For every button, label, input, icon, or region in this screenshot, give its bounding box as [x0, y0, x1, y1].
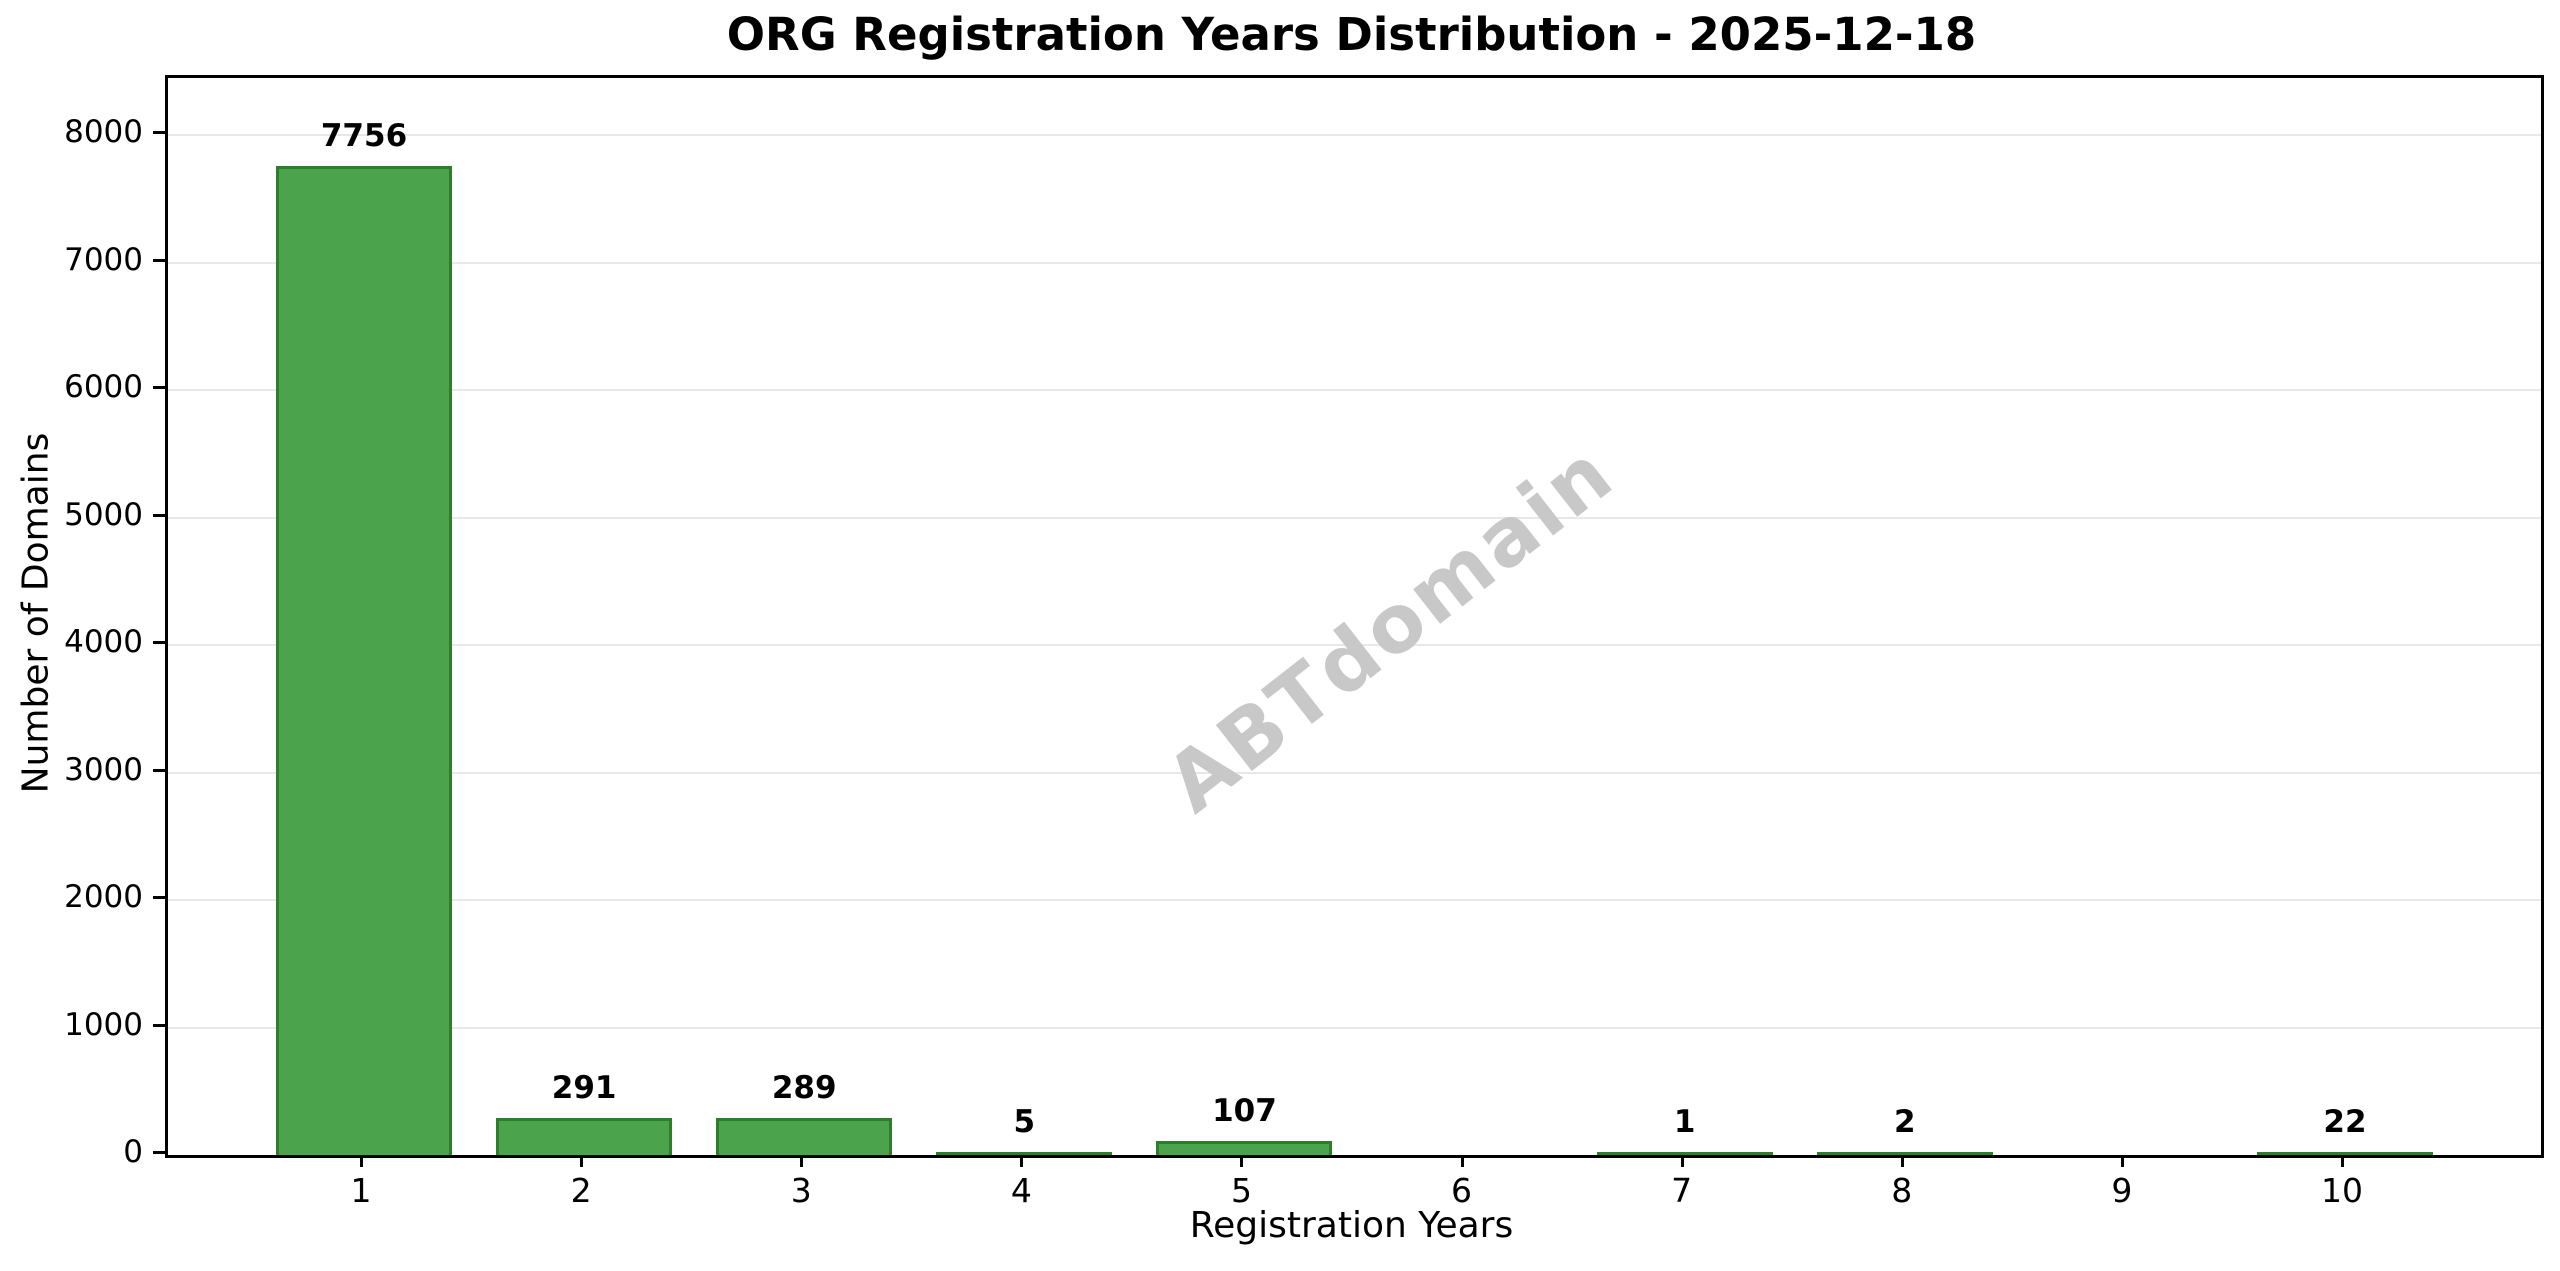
x-tick-mark [360, 1155, 363, 1167]
x-tick-label: 5 [1230, 1171, 1252, 1210]
bar-value-label: 289 [771, 1070, 837, 1106]
y-tick-label: 4000 [64, 624, 143, 661]
y-tick-label: 7000 [64, 241, 143, 278]
bar-value-label: 22 [2323, 1104, 2367, 1140]
y-tick-label: 0 [123, 1134, 143, 1170]
x-tick-mark [580, 1155, 584, 1167]
y-tick-label: 5000 [64, 496, 143, 533]
y-tick-mark [153, 896, 165, 900]
y-tick-mark [153, 1023, 165, 1027]
y-tick-label: 3000 [64, 751, 143, 788]
x-tick-label: 1 [350, 1171, 372, 1210]
bar [496, 1118, 673, 1155]
y-tick-label: 1000 [64, 1006, 143, 1043]
x-tick-mark [1900, 1155, 1904, 1167]
x-tick-mark [2341, 1155, 2344, 1167]
x-tick-label: 7 [1671, 1171, 1693, 1210]
x-tick-label: 2 [570, 1171, 592, 1210]
x-tick-mark [1680, 1155, 1684, 1167]
x-tick-mark [1240, 1155, 1244, 1167]
y-gridline [168, 516, 2541, 519]
y-axis-label: Number of Domains [15, 432, 57, 794]
bar-value-label: 7756 [320, 118, 408, 154]
x-tick-mark [1020, 1155, 1024, 1167]
bar [2257, 1152, 2433, 1155]
plot-area: 7756 291 289 5 107 1 2 22 [165, 75, 2544, 1158]
bar [936, 1152, 1113, 1155]
y-gridline [168, 389, 2541, 392]
bar [1156, 1141, 1333, 1155]
x-tick-label: 4 [1010, 1171, 1032, 1210]
x-tick-label: 9 [2111, 1171, 2133, 1210]
x-tick-mark [1460, 1155, 1464, 1167]
y-tick-mark [153, 513, 165, 517]
bar [276, 166, 452, 1155]
y-tick-mark [153, 768, 165, 772]
y-tick-mark [153, 386, 165, 390]
y-tick-mark [153, 1151, 165, 1154]
bar [1596, 1152, 1773, 1155]
y-tick-mark [153, 131, 165, 135]
bar [1816, 1152, 1993, 1155]
x-tick-label: 6 [1451, 1171, 1473, 1210]
bar [716, 1118, 893, 1155]
x-tick-label: 10 [2321, 1171, 2363, 1210]
bar-value-label: 291 [551, 1070, 617, 1106]
bar-value-label: 1 [1673, 1104, 1696, 1140]
y-gridline [168, 261, 2541, 264]
y-gridline [168, 134, 2541, 137]
bar-value-label: 2 [1893, 1104, 1916, 1140]
bar-value-label: 107 [1212, 1093, 1277, 1129]
x-tick-mark [800, 1155, 804, 1167]
y-tick-mark [153, 641, 165, 645]
bar-value-label: 5 [1013, 1104, 1036, 1140]
chart-title: ORG Registration Years Distribution - 20… [726, 8, 1977, 61]
x-tick-label: 8 [1891, 1171, 1913, 1210]
x-axis-label: Registration Years [1189, 1205, 1514, 1246]
y-gridline [168, 644, 2541, 647]
y-tick-mark [153, 258, 165, 262]
x-tick-mark [2120, 1155, 2124, 1167]
y-gridline [168, 771, 2541, 774]
y-gridline [168, 899, 2541, 902]
y-gridline [168, 1026, 2541, 1029]
y-tick-label: 8000 [64, 114, 143, 151]
y-tick-label: 2000 [64, 879, 143, 916]
x-tick-label: 3 [790, 1171, 812, 1210]
y-tick-label: 6000 [64, 369, 143, 406]
